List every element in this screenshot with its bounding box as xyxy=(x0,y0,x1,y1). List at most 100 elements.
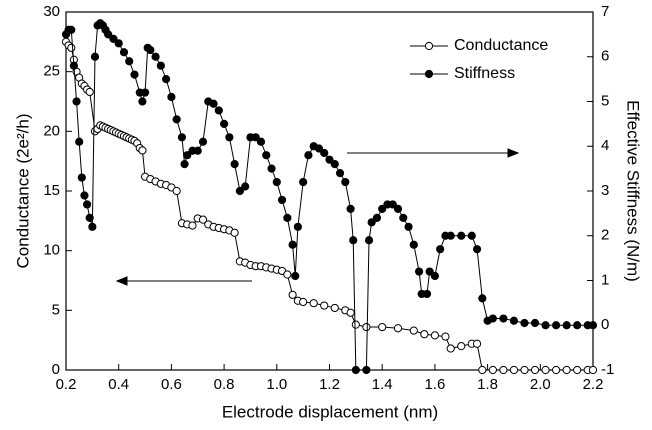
data-point xyxy=(193,146,202,155)
data-point xyxy=(241,182,250,191)
data-point xyxy=(85,87,94,97)
data-point xyxy=(88,222,97,231)
y-axis-label: Conductance (2e²/h) xyxy=(13,114,32,269)
data-point xyxy=(552,321,561,330)
data-point xyxy=(520,365,529,375)
data-point xyxy=(372,213,382,222)
y2-tick-label: 6 xyxy=(601,48,609,65)
data-point xyxy=(399,213,408,222)
x-axis-label: Electrode displacement (nm) xyxy=(222,402,438,421)
data-point xyxy=(393,204,403,213)
legend-marker xyxy=(424,69,434,79)
arrowhead xyxy=(115,276,128,286)
data-point xyxy=(256,137,266,146)
data-point xyxy=(509,365,519,375)
data-point xyxy=(80,191,89,200)
y-tick-label: 10 xyxy=(43,242,60,259)
data-point xyxy=(293,222,302,231)
data-point xyxy=(335,169,345,178)
data-point xyxy=(349,236,358,245)
legend-label: Conductance xyxy=(454,37,548,54)
x-tick-label: 1.0 xyxy=(266,376,287,393)
data-point xyxy=(114,39,123,48)
data-point xyxy=(573,365,582,375)
data-point xyxy=(320,301,329,310)
data-point xyxy=(291,271,300,281)
data-point xyxy=(77,173,86,182)
data-point xyxy=(588,365,598,375)
data-point xyxy=(573,321,582,330)
data-point xyxy=(509,316,519,325)
y2-tick-label: 3 xyxy=(601,182,609,199)
data-point xyxy=(314,144,324,153)
data-point xyxy=(346,204,355,213)
x-tick-label: 1.8 xyxy=(477,376,498,393)
data-point xyxy=(430,331,439,340)
data-point xyxy=(146,45,155,55)
data-point xyxy=(351,320,360,329)
data-point xyxy=(530,365,540,375)
data-point xyxy=(67,43,76,52)
data-point xyxy=(420,330,429,339)
data-point xyxy=(277,195,287,205)
data-point xyxy=(409,240,418,249)
data-point xyxy=(488,365,497,375)
data-point xyxy=(188,221,197,230)
data-point xyxy=(488,314,497,323)
data-point xyxy=(125,57,134,66)
data-point xyxy=(172,186,181,196)
data-point xyxy=(362,322,371,332)
data-point xyxy=(272,177,281,187)
arrows xyxy=(115,148,520,286)
x-tick-label: 2.2 xyxy=(583,376,604,393)
data-point xyxy=(172,115,181,124)
data-point xyxy=(104,30,113,39)
data-point xyxy=(367,218,376,227)
y2-tick-label: 0 xyxy=(601,316,609,333)
data-point xyxy=(414,267,424,276)
data-point xyxy=(209,99,218,108)
data-point xyxy=(156,61,165,70)
data-point xyxy=(530,318,540,328)
data-point xyxy=(341,177,350,187)
data-point xyxy=(220,119,229,128)
x-tick-label: 0.8 xyxy=(214,376,235,393)
data-point xyxy=(138,146,147,155)
data-point xyxy=(288,240,297,249)
data-point xyxy=(130,70,139,79)
x-tick-label: 1.6 xyxy=(424,376,445,393)
data-point xyxy=(378,204,387,213)
data-point xyxy=(67,25,76,34)
data-point xyxy=(177,133,187,142)
data-point xyxy=(198,137,208,146)
data-point xyxy=(541,365,550,375)
data-point xyxy=(119,48,129,57)
data-point xyxy=(446,231,455,240)
data-point xyxy=(75,137,84,146)
y-tick-label: 0 xyxy=(52,361,60,378)
data-point xyxy=(69,61,79,70)
data-point xyxy=(404,222,413,231)
data-point xyxy=(562,365,571,375)
data-point xyxy=(351,365,360,375)
data-point xyxy=(472,339,482,348)
data-point xyxy=(72,97,81,106)
data-point xyxy=(299,297,308,307)
y2-tick-label: -1 xyxy=(601,361,614,378)
data-point xyxy=(235,186,245,196)
data-point xyxy=(330,160,339,169)
data-point xyxy=(85,213,94,222)
data-point xyxy=(330,303,339,313)
y-tick-label: 25 xyxy=(43,63,60,80)
x-tick-label: 1.4 xyxy=(372,376,393,393)
data-point xyxy=(309,299,318,308)
y-tick-label: 30 xyxy=(43,3,60,20)
x-tick-label: 1.2 xyxy=(319,376,340,393)
data-point xyxy=(262,151,271,160)
x-tick-label: 0.2 xyxy=(56,376,77,393)
data-point xyxy=(325,155,334,164)
data-point xyxy=(457,342,466,351)
data-point xyxy=(441,332,450,341)
